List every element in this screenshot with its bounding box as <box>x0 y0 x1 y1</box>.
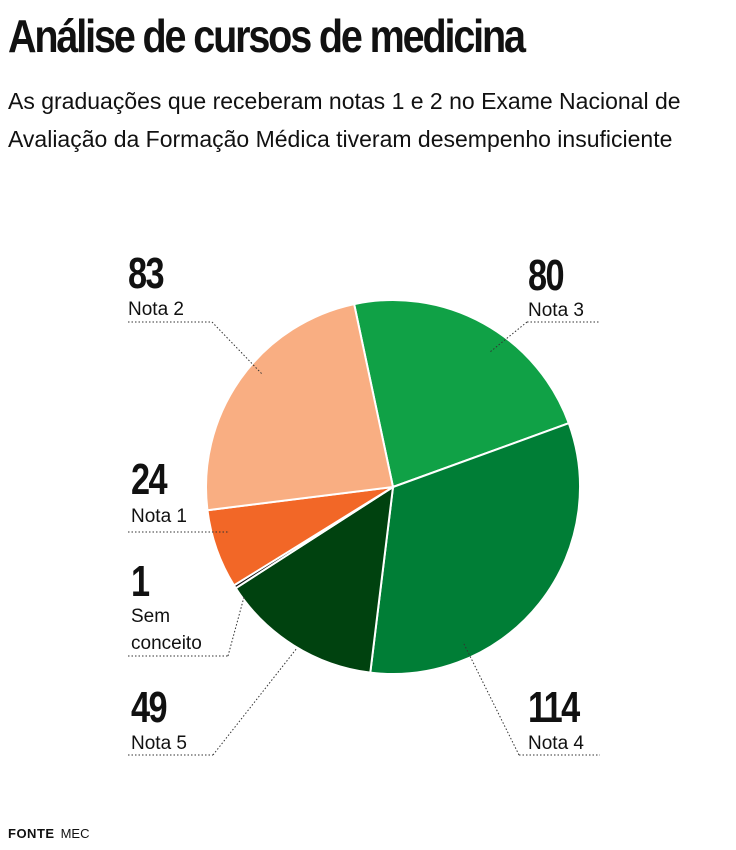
chart-title: Análise de cursos de medicina <box>8 10 526 62</box>
slice-value: 114 <box>528 683 580 732</box>
pie-slice-nota-3 <box>352 299 571 489</box>
leader-line <box>227 596 245 657</box>
slice-label: Sem <box>131 606 170 627</box>
slice-value: 80 <box>528 251 564 300</box>
chart-subtitle: As graduações que receberam notas 1 e 2 … <box>8 88 681 152</box>
pie-slice-nota-5 <box>234 485 395 674</box>
pie-slice-nota-4 <box>369 421 581 676</box>
leader-line <box>462 641 520 756</box>
slice-label: Nota 2 <box>128 299 184 320</box>
pie-slices <box>205 299 581 676</box>
slice-label: Nota 5 <box>131 733 187 754</box>
leader-lines <box>128 321 600 756</box>
slice-value: 83 <box>128 249 164 298</box>
slice-label: Nota 3 <box>528 300 584 321</box>
leader-line <box>212 647 298 756</box>
slice-value: 49 <box>131 683 167 732</box>
leader-line <box>489 321 528 353</box>
slice-value: 24 <box>131 455 168 504</box>
source-value: MEC <box>60 826 90 841</box>
leader-line <box>211 321 263 375</box>
slice-value: 1 <box>131 557 149 606</box>
source-note: FONTE MEC <box>8 826 89 841</box>
source-label: FONTE <box>8 826 55 841</box>
slice-label: conceito <box>131 633 202 654</box>
slice-label: Nota 4 <box>528 733 584 754</box>
pie-slice-nota-2 <box>205 302 395 512</box>
slice-label: Nota 1 <box>131 506 187 527</box>
